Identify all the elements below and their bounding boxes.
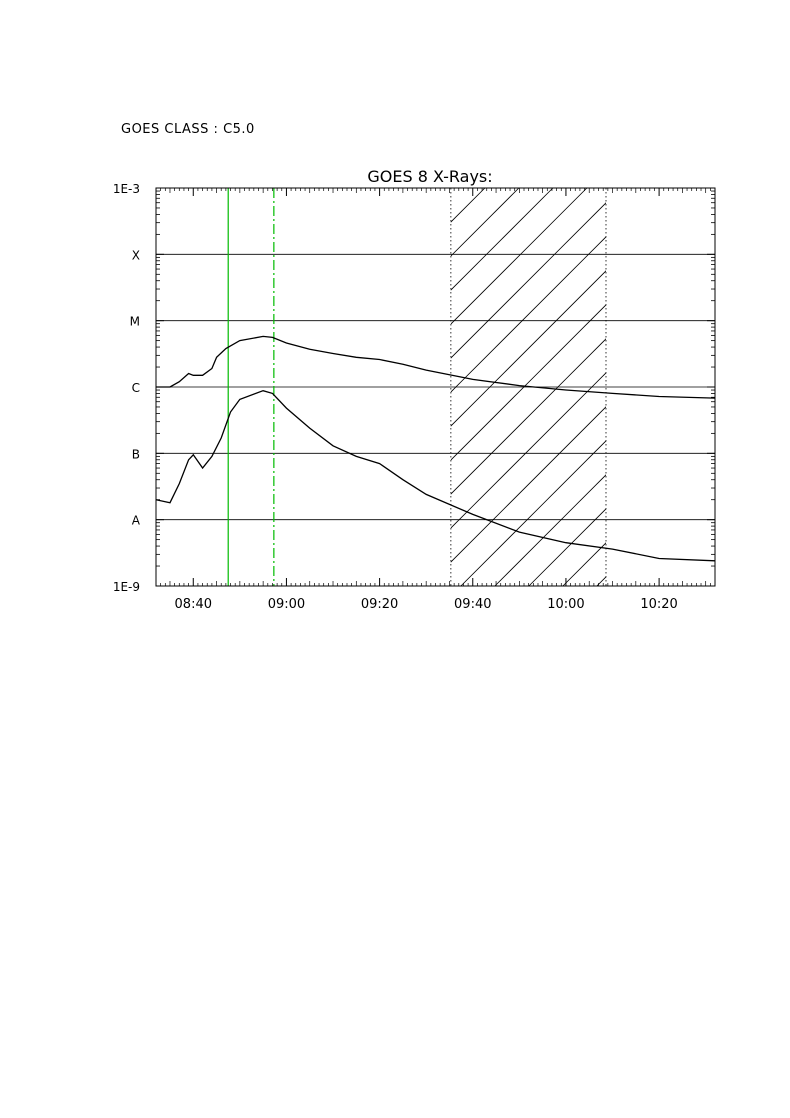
y-tick-label: 1E-9 <box>113 580 140 594</box>
x-tick-label: 09:20 <box>361 597 398 612</box>
hatch-region <box>450 188 606 586</box>
y-tick-label: 1E-3 <box>113 182 140 196</box>
hatch-line <box>450 188 520 257</box>
hatch-line <box>450 202 606 359</box>
grid-lines <box>156 253 715 521</box>
x-tick-label: 09:40 <box>454 597 491 612</box>
hatch-line <box>450 188 554 291</box>
chart-title: GOES 8 X-Rays: <box>367 167 492 186</box>
x-axis: 08:40 09:00 09:20 09:40 10:00 10:20 <box>160 188 711 612</box>
x-tick-label: 10:20 <box>640 597 677 612</box>
shaded-region <box>450 188 607 586</box>
hatch-line <box>450 406 606 563</box>
hatch-line <box>450 236 606 393</box>
y-tick-label: M <box>130 315 140 329</box>
x-tick-label: 09:00 <box>268 597 305 612</box>
goes-class-label: GOES CLASS : C5.0 <box>121 122 255 137</box>
y-axis: 1E-3 X M C B A 1E-9 <box>113 182 715 594</box>
series-line-2 <box>156 390 715 562</box>
hatch-line <box>450 372 606 529</box>
y-tick-label: A <box>132 514 141 528</box>
y-tick-label: X <box>132 248 140 262</box>
vertical-markers <box>227 188 275 586</box>
hatch-line <box>450 304 606 461</box>
hatch-line <box>450 338 606 495</box>
hatch-line <box>494 474 606 586</box>
hatch-line <box>528 508 606 586</box>
hatch-line <box>450 188 588 325</box>
hatch-line <box>460 440 606 586</box>
y-tick-label: B <box>132 447 140 461</box>
y-tick-label: C <box>132 381 140 395</box>
series-line-1 <box>156 335 715 399</box>
x-tick-label: 08:40 <box>175 597 212 612</box>
x-tick-label: 10:00 <box>547 597 584 612</box>
data-series <box>156 335 715 562</box>
hatch-line <box>450 270 606 427</box>
